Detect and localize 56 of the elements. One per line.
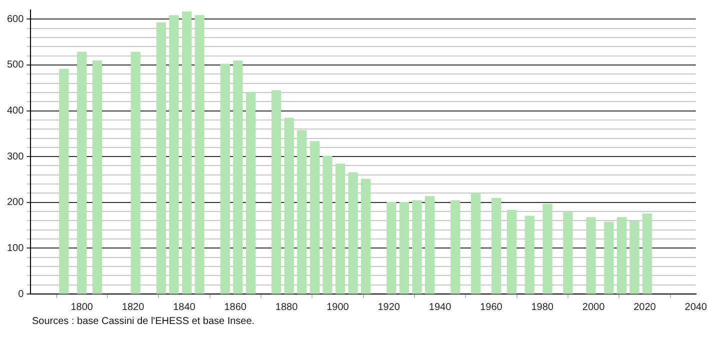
bar [542,204,552,294]
bar [424,196,435,294]
y-tick-label: 400 [6,106,24,117]
bar [59,68,69,294]
bar [156,22,166,294]
bar [471,192,481,294]
bar [586,217,596,294]
x-tick-label: 1880 [275,302,298,313]
bar [271,90,282,294]
bar [399,202,410,294]
bar [491,198,502,294]
bar [77,52,87,294]
bar [92,60,102,294]
y-tick-label: 300 [6,151,24,162]
bar [169,15,179,294]
bar [322,156,332,294]
bar [450,200,460,294]
x-tick-label: 1800 [70,302,94,313]
x-tick-label: 1900 [326,302,350,313]
y-tick-label: 0 [18,288,24,300]
bar [130,52,140,294]
y-tick-label: 100 [6,242,24,254]
bar [246,92,256,294]
x-tick-label: 1920 [378,302,400,313]
x-tick-label: 2040 [684,302,708,313]
bar [386,202,396,294]
x-tick-label: 1940 [428,302,452,313]
source-note: Sources : base Cassini de l'EHESS et base Insee. [32,316,256,327]
x-tick-label: 1860 [224,302,247,313]
bar [220,64,230,294]
bar [604,222,614,294]
y-tick-label: 600 [6,14,24,25]
x-tick-label: 1960 [480,302,503,313]
bar [506,210,516,294]
bar [284,118,294,294]
x-tick-label: 1980 [531,302,554,313]
bar [616,217,627,294]
bar [563,212,573,294]
bar [348,172,358,294]
bar [194,15,204,294]
bar [310,141,320,294]
x-tick-label: 1820 [122,302,145,313]
bar [412,200,422,294]
x-tick-label: 2000 [582,302,606,313]
y-tick-label: 500 [6,60,24,71]
bar [630,220,640,294]
bar [182,12,192,294]
bar [524,216,534,294]
bar [361,178,371,294]
bar [642,214,652,294]
y-tick-label: 200 [6,197,24,208]
x-tick-label: 1840 [173,302,196,313]
x-tick-label: 2020 [634,302,656,313]
bar [233,60,243,294]
bar [335,164,346,294]
bar [297,130,307,294]
